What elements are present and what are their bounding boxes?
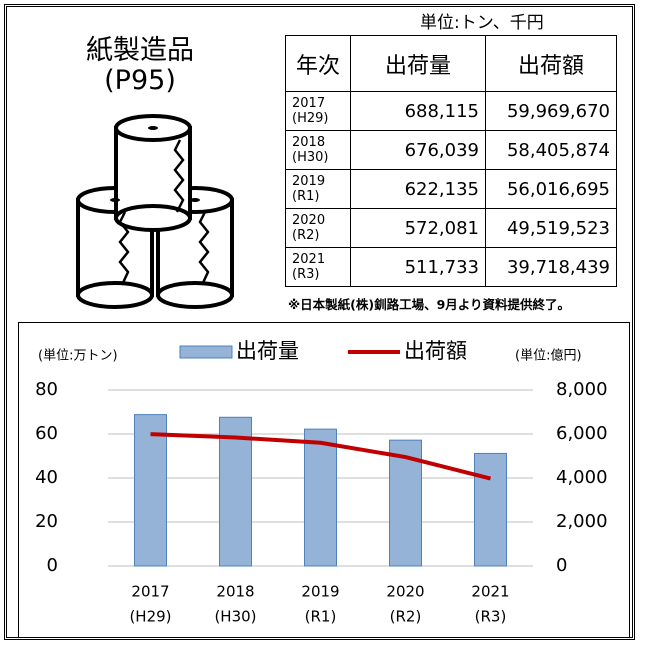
x-tick-label: (H30)	[214, 608, 256, 626]
bar	[304, 428, 337, 567]
bar	[219, 416, 252, 567]
y-tick-label: 0	[47, 555, 58, 576]
year-cell: 2021 (R3)	[285, 247, 351, 287]
x-tick-label: (R1)	[305, 608, 337, 626]
y2-tick-label: 6,000	[556, 423, 608, 444]
year-cell: 2018 (H30)	[285, 130, 351, 170]
x-tick-label: (R2)	[390, 608, 422, 626]
y-tick-label: 20	[35, 511, 58, 532]
table-row: 2017 (H29) 688,115 59,969,670	[285, 91, 617, 131]
year: 2018	[292, 135, 326, 150]
x-tick-label: 2021	[471, 583, 509, 601]
amount-cell: 58,405,874	[485, 130, 617, 170]
year-cell: 2019 (R1)	[285, 169, 351, 209]
x-tick-label: (R3)	[475, 608, 507, 626]
header-cell: 出荷額	[485, 35, 617, 92]
era: (R2)	[292, 228, 320, 243]
year: 2019	[292, 174, 326, 189]
x-tick-label: 2018	[216, 583, 254, 601]
y-tick-label: 40	[35, 467, 58, 488]
footnote: ※日本製紙(株)釧路工場、9月より資料提供終了。	[288, 297, 571, 312]
year: 2021	[292, 252, 326, 267]
amount-cell: 59,969,670	[485, 91, 617, 131]
data-table: 年次 出荷量 出荷額 2017 (H29) 688,115 59,969,670 2018(…	[285, 35, 617, 287]
chart-box	[18, 322, 630, 638]
title: 紙製造品	[86, 35, 194, 66]
table-row: 2019 (R1) 622,135 56,016,695	[285, 169, 617, 209]
quantity-cell: 511,733	[350, 247, 486, 287]
header-row: 年次 出荷量 出荷額	[285, 35, 617, 92]
bar	[474, 452, 507, 567]
y-axis-label: (単位:万トン)	[38, 348, 118, 364]
year-cell: 2020 (R2)	[285, 208, 351, 248]
y-tick-label: 80	[35, 379, 58, 400]
era: (R1)	[292, 189, 320, 204]
y2-tick-label: 4,000	[556, 467, 608, 488]
era: (H29)	[292, 111, 329, 126]
amount-cell: 39,718,439	[485, 247, 617, 287]
line	[150, 432, 491, 481]
subtitle: (P95)	[104, 65, 176, 96]
year: 2017	[292, 96, 326, 111]
y2-tick-label: 2,000	[556, 511, 608, 532]
y2-tick-label: 0	[556, 555, 567, 576]
y2-tick-label: 8,000	[556, 379, 608, 400]
bar	[389, 439, 422, 567]
unit-note: 単位:トン、千円	[420, 13, 544, 33]
year-cell: 2017 (H29)	[285, 91, 351, 131]
year: 2020	[292, 213, 326, 228]
quantity-cell: 622,135	[350, 169, 486, 209]
table-row: 2018 (H30) 676,039 58,405,874	[285, 130, 617, 170]
y2-axis-label: (単位:億円)	[515, 348, 582, 364]
legend-label: 出荷量	[236, 339, 299, 363]
bar	[134, 414, 167, 567]
legend-label: 出荷額	[404, 339, 467, 363]
x-tick-label: 2020	[386, 583, 424, 601]
table-row: 2021 (R3) 511,733 39,718,439	[285, 247, 617, 287]
y-tick-label: 60	[35, 423, 58, 444]
header-cell: 年次	[285, 35, 351, 92]
title-block: 紙製造品 (P95)	[60, 36, 220, 96]
era: (H30)	[292, 150, 329, 165]
frame	[4, 4, 635, 640]
x-tick-label: (H29)	[129, 608, 171, 626]
x-tick-label: 2019	[301, 583, 339, 601]
legend-swatch	[179, 345, 233, 359]
quantity-cell: 572,081	[350, 208, 486, 248]
x-tick-label: 2017	[131, 583, 169, 601]
quantity-cell: 688,115	[350, 91, 486, 131]
amount-cell: 56,016,695	[485, 169, 617, 209]
era: (R3)	[292, 267, 320, 282]
